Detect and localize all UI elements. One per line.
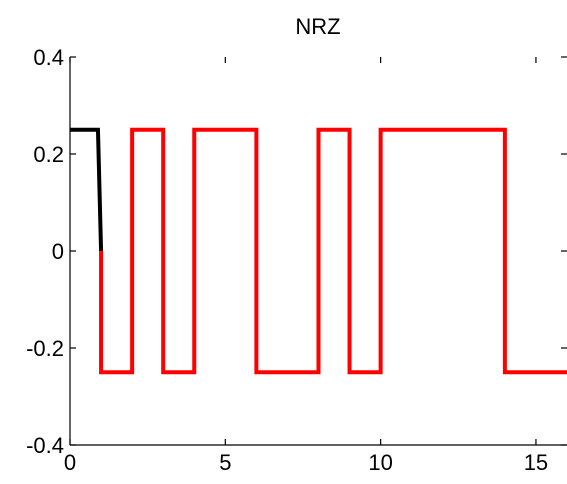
- x-tick-label: 0: [64, 450, 76, 475]
- axes: 0.40.20-0.2-0.40 5 10 15: [26, 45, 567, 475]
- y-tick-label: -0.2: [26, 336, 64, 361]
- series-line-2: [70, 127, 104, 252]
- chart-title: NRZ: [295, 14, 340, 39]
- y-tick-label: 0: [52, 239, 64, 264]
- y-tick-label: 0.4: [33, 45, 64, 70]
- y-tick-label: 0.2: [33, 142, 64, 167]
- x-tick-label: 10: [368, 450, 392, 475]
- series-line-1: [99, 127, 567, 375]
- x-tick-label: 15: [524, 450, 548, 475]
- x-tick-label: 5: [219, 450, 231, 475]
- plot-area: [70, 127, 567, 375]
- y-tick-label: -0.4: [26, 433, 64, 458]
